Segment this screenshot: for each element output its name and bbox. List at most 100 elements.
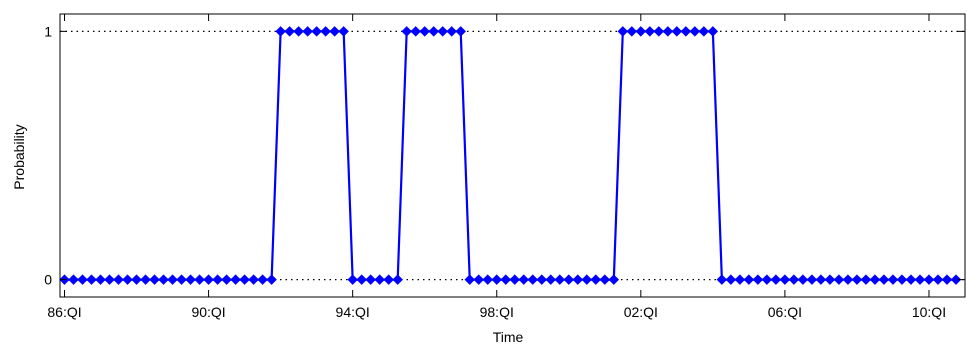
- data-point-marker: [212, 274, 223, 285]
- data-point-marker: [365, 274, 376, 285]
- data-point-marker: [797, 274, 809, 285]
- data-point-marker: [554, 274, 566, 285]
- data-point-marker: [239, 274, 250, 285]
- data-point-marker: [842, 274, 854, 285]
- data-point-marker: [734, 274, 746, 285]
- data-point-marker: [905, 274, 917, 285]
- data-point-marker: [608, 274, 620, 285]
- data-point-marker: [752, 274, 764, 285]
- data-point-marker: [653, 26, 665, 37]
- data-point-marker: [500, 274, 511, 285]
- data-point-marker: [194, 274, 205, 285]
- data-point-marker: [176, 274, 187, 285]
- data-point-marker: [410, 26, 421, 37]
- data-point-marker: [725, 274, 737, 285]
- data-point-marker: [104, 274, 115, 285]
- data-point-marker: [707, 26, 719, 37]
- data-point-marker: [284, 26, 295, 37]
- data-point-marker: [671, 26, 683, 37]
- x-tick-label: 90:QI: [191, 304, 225, 320]
- data-point-marker: [932, 274, 944, 285]
- data-point-marker: [509, 274, 520, 285]
- data-point-marker: [149, 274, 160, 285]
- data-point-marker: [356, 274, 367, 285]
- data-point-marker: [185, 274, 196, 285]
- data-point-marker: [644, 26, 656, 37]
- data-point-marker: [86, 274, 97, 285]
- data-point-marker: [311, 26, 322, 37]
- data-point-marker: [680, 26, 692, 37]
- data-point-marker: [401, 26, 412, 37]
- data-point-marker: [887, 274, 899, 285]
- data-point-marker: [122, 274, 133, 285]
- y-tick-label: 0: [44, 272, 52, 288]
- data-point-marker: [860, 274, 872, 285]
- series-layer: [59, 26, 962, 285]
- data-point-marker: [338, 26, 349, 37]
- data-point-marker: [383, 274, 394, 285]
- data-point-marker: [230, 274, 241, 285]
- data-point-marker: [374, 274, 385, 285]
- data-point-marker: [662, 26, 674, 37]
- data-point-marker: [824, 274, 836, 285]
- data-point-marker: [572, 274, 584, 285]
- data-point-marker: [320, 26, 331, 37]
- x-tick-label: 02:QI: [624, 304, 658, 320]
- data-point-marker: [941, 274, 953, 285]
- data-point-marker: [698, 26, 710, 37]
- data-point-marker: [896, 274, 908, 285]
- data-point-marker: [437, 26, 448, 37]
- data-point-marker: [743, 274, 755, 285]
- data-point-marker: [878, 274, 890, 285]
- y-axis-label: Probability: [11, 124, 27, 189]
- data-point-marker: [788, 274, 800, 285]
- data-point-marker: [545, 274, 556, 285]
- data-point-marker: [113, 274, 124, 285]
- data-point-marker: [599, 274, 611, 285]
- data-point-marker: [473, 274, 484, 285]
- data-point-marker: [914, 274, 926, 285]
- data-point-marker: [869, 274, 881, 285]
- data-point-marker: [716, 274, 728, 285]
- x-tick-label: 98:QI: [480, 304, 514, 320]
- data-point-marker: [392, 274, 403, 285]
- data-point-marker: [518, 274, 529, 285]
- data-point-marker: [293, 26, 304, 37]
- data-point-marker: [761, 274, 773, 285]
- plot-frame: [59, 13, 966, 298]
- data-point-marker: [275, 26, 286, 37]
- plot-background: [60, 14, 965, 297]
- data-point-marker: [329, 26, 340, 37]
- data-point-marker: [95, 274, 106, 285]
- data-point-marker: [806, 274, 818, 285]
- data-point-marker: [923, 274, 935, 285]
- data-point-marker: [158, 274, 169, 285]
- data-point-marker: [815, 274, 827, 285]
- data-point-marker: [248, 274, 259, 285]
- data-point-marker: [266, 274, 277, 285]
- data-point-marker: [626, 26, 638, 37]
- data-point-marker: [428, 26, 439, 37]
- data-point-marker: [563, 274, 575, 285]
- data-point-marker: [536, 274, 547, 285]
- data-point-marker: [221, 274, 232, 285]
- data-point-marker: [68, 274, 79, 285]
- x-axis-label: Time: [493, 329, 524, 345]
- data-point-marker: [779, 274, 791, 285]
- data-point-marker: [491, 274, 502, 285]
- data-point-marker: [851, 274, 863, 285]
- data-point-marker: [527, 274, 538, 285]
- data-point-marker: [302, 26, 313, 37]
- x-tick-label: 86:QI: [47, 304, 81, 320]
- data-point-marker: [635, 26, 647, 37]
- data-point-marker: [950, 274, 962, 285]
- data-point-marker: [770, 274, 782, 285]
- data-point-marker: [131, 274, 142, 285]
- y-tick-label: 1: [44, 23, 52, 39]
- data-point-marker: [464, 274, 475, 285]
- data-point-marker: [689, 26, 701, 37]
- x-tick-label: 10:QI: [912, 304, 946, 320]
- data-point-marker: [590, 274, 602, 285]
